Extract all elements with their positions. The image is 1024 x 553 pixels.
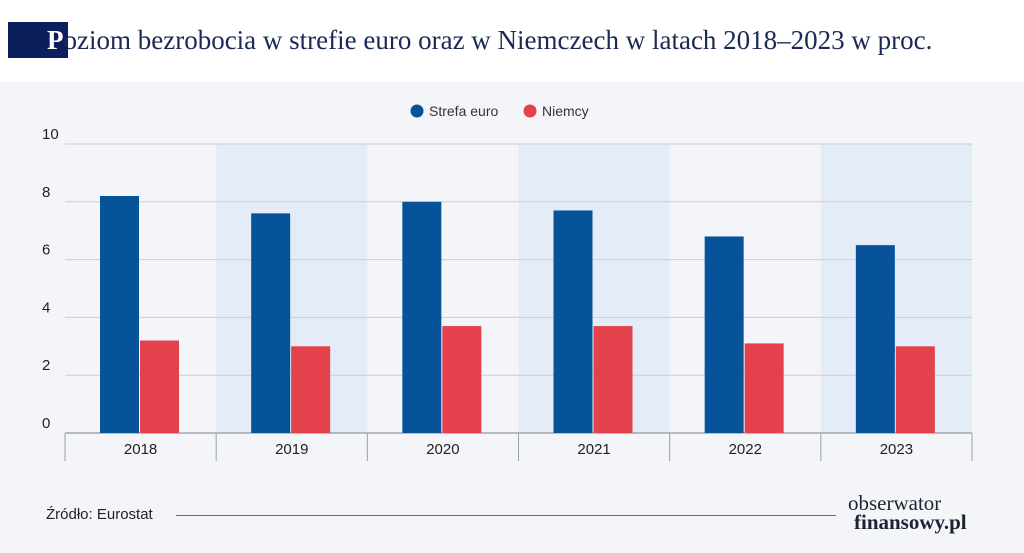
- bar-niemcy: [593, 326, 633, 433]
- x-tick-label: 2021: [577, 441, 610, 458]
- legend-label: Strefa euro: [429, 103, 498, 119]
- bar-niemcy: [895, 346, 935, 433]
- bar-strefa-euro: [855, 245, 895, 433]
- bar-niemcy: [744, 343, 784, 433]
- title-rest: oziom bezrobocia w strefie euro oraz w N…: [63, 25, 933, 55]
- bar-niemcy: [140, 340, 179, 433]
- y-tick-label: 0: [42, 415, 50, 432]
- title-bar: Poziom bezrobocia w strefie euro oraz w …: [0, 0, 1024, 82]
- y-tick-label: 10: [42, 126, 59, 143]
- x-tick-label: 2022: [729, 441, 762, 458]
- logo-line2: finansowy.pl: [854, 510, 967, 534]
- bar-strefa-euro: [704, 236, 744, 433]
- bar-chart: 0 2 4 6 8 10 2018 2019 2020 2021 2022 2023 Strefa eu…: [42, 103, 973, 461]
- bar-niemcy: [442, 326, 482, 433]
- bar-strefa-euro: [402, 201, 442, 433]
- y-tick-label: 2: [42, 357, 50, 374]
- title-accent-block: [8, 22, 68, 58]
- legend-label: Niemcy: [542, 103, 589, 119]
- bar-niemcy: [291, 346, 331, 433]
- title-first-letter: P: [47, 25, 64, 55]
- x-tick-label: 2023: [880, 441, 913, 458]
- x-tick-label: 2019: [275, 441, 308, 458]
- legend-marker: [410, 104, 424, 118]
- y-tick-label: 4: [42, 299, 50, 316]
- chart-title: Poziom bezrobocia w strefie euro oraz w …: [47, 20, 932, 60]
- x-tick-label: 2020: [426, 441, 459, 458]
- footer-divider: [176, 515, 836, 516]
- bar-strefa-euro: [251, 213, 291, 433]
- source-note: Źródło: Eurostat: [46, 506, 153, 523]
- x-tick-label: 2018: [124, 441, 157, 458]
- obserwator-finansowy-logo: obserwator finansowy.pl: [848, 491, 978, 534]
- logo-line1: obserwator: [848, 491, 942, 515]
- bar-strefa-euro: [100, 196, 139, 433]
- y-tick-label: 8: [42, 184, 50, 201]
- bar-strefa-euro: [553, 210, 593, 433]
- legend-marker: [523, 104, 537, 118]
- y-tick-label: 6: [42, 242, 50, 259]
